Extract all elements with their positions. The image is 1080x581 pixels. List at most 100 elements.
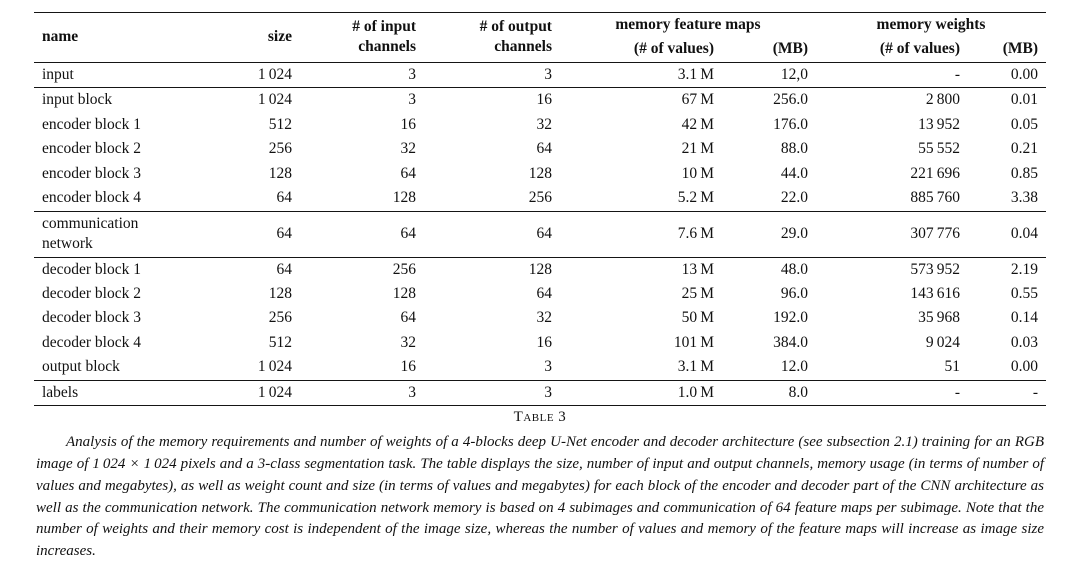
- col-header-fm-mb: (MB): [721, 37, 816, 63]
- table-cell-w_mb: 0.01: [1010, 91, 1038, 109]
- table-row: input block 1 024 3 16 67 M 256.0 2 800 0.01: [34, 88, 1046, 113]
- table-cell-size: 256: [268, 309, 292, 327]
- table-cell-fm_mb: 22.0: [780, 189, 808, 207]
- table-cell-out_ch: 3: [423, 379, 560, 407]
- table-cell-w_mb: 0.05: [1010, 115, 1038, 133]
- table-cell-in_ch: 128: [392, 284, 416, 302]
- col-header-name: name: [33, 12, 216, 63]
- table-cell-fm_mb: 256.0: [773, 91, 808, 109]
- table-cell-fm_mb: 8.0: [721, 379, 816, 407]
- table-cell-w_values: 13 952: [918, 115, 960, 133]
- table-cell-w_mb: 0.03: [1010, 333, 1038, 351]
- table-cell-w_values: 51: [944, 358, 961, 376]
- header-row-1: name size # of input channels # of outpu…: [33, 12, 1046, 63]
- col-header-output-channels: # of output channels: [423, 12, 560, 63]
- table-caption-text: Analysis of the memory requirements and …: [36, 434, 1044, 559]
- table-cell-in_ch: 3: [408, 91, 416, 109]
- table-cell-w_mb: 0.55: [1010, 284, 1038, 302]
- table-cell-w_mb: 3.38: [1010, 189, 1038, 207]
- table-cell-fm_values: 25 M: [681, 284, 714, 302]
- table-cell-name: decoder block 3: [41, 309, 141, 327]
- table-cell-w_mb: 0.14: [1010, 309, 1038, 327]
- table-cell-in_ch: 3: [299, 379, 424, 407]
- table-cell-in_ch: 64: [400, 309, 416, 327]
- table-cell-fm_values: 101 M: [673, 333, 714, 351]
- col-header-size: size: [215, 12, 300, 63]
- table-cell-out_ch: 256: [528, 189, 552, 207]
- table-cell-name: encoder block 1: [41, 115, 141, 133]
- table-cell-w_mb: 0.00: [1010, 358, 1038, 376]
- table-cell-size: 64: [276, 189, 292, 207]
- memory-table: name size # of input channels # of outpu…: [33, 12, 1046, 407]
- col-header-w-mb: (MB): [968, 37, 1046, 63]
- table-row: communication network 64 64 64 7.6 M 29.0 307 …: [33, 210, 1046, 258]
- table-cell-fm_mb: 12,0: [721, 62, 816, 89]
- table-cell-out_ch: 32: [536, 115, 552, 133]
- table-row: encoder block 2 256 32 64 21 M 88.0 55 552 0.21: [34, 137, 1046, 161]
- table-cell-w_values: 307 776: [816, 210, 968, 258]
- table-cell-size: 256: [268, 140, 292, 158]
- table-cell-out_ch: 3: [544, 358, 552, 376]
- table-cell-fm_mb: 12.0: [780, 358, 808, 376]
- table-cell-size: 1 024: [257, 91, 292, 109]
- table-cell-fm_mb: 96.0: [780, 284, 808, 302]
- table-cell-fm_mb: 44.0: [780, 164, 808, 182]
- table-cell-fm_mb: 384.0: [773, 333, 808, 351]
- table-cell-name: communication network: [33, 210, 216, 258]
- table-cell-name: input: [33, 62, 216, 89]
- table-cell-name: encoder block 4: [41, 189, 141, 207]
- table-cell-out_ch: 128: [528, 260, 552, 278]
- table-cell-out_ch: 32: [536, 309, 552, 327]
- table-cell-w_values: 2 800: [925, 91, 960, 109]
- table-row: decoder block 1 64 256 128 13 M 48.0 573 952 2.…: [34, 257, 1046, 282]
- table-body: input 1 024 3 3 3.1 M 12,0-0.00 input block 1 0…: [33, 62, 1046, 407]
- table-cell-out_ch: 3: [423, 62, 560, 89]
- table-cell-fm_values: 21 M: [681, 140, 714, 158]
- table-cell-fm_mb: 88.0: [780, 140, 808, 158]
- table-cell-w_values: 35 968: [918, 309, 960, 327]
- table-cell-in_ch: 16: [400, 115, 416, 133]
- table-row: input 1 024 3 3 3.1 M 12,0-0.00: [33, 62, 1046, 89]
- table-cell-name: labels: [33, 379, 216, 407]
- table-cell-out_ch: 64: [423, 210, 560, 258]
- table-row: encoder block 4 64 128 256 5.2 M 22.0 885 760 3…: [34, 186, 1046, 211]
- table-cell-out_ch: 16: [536, 91, 552, 109]
- table-cell-fm_mb: 48.0: [780, 260, 808, 278]
- table-cell-size: 128: [268, 284, 292, 302]
- table-cell-w_mb: 2.19: [1010, 260, 1038, 278]
- table-row: output block 1 024 16 3 3.1 M 12.0 51 0.00: [34, 355, 1046, 380]
- table-cell-in_ch: 16: [400, 358, 416, 376]
- table-cell-w_values: 221 696: [910, 164, 960, 182]
- table-cell-out_ch: 64: [536, 140, 552, 158]
- table-row: decoder block 2 128 128 64 25 M 96.0 143 616 0.…: [34, 282, 1046, 306]
- table-cell-fm_mb: 192.0: [773, 309, 808, 327]
- table-cell-w_values: 573 952: [910, 260, 960, 278]
- table-cell-w_values: -: [816, 379, 968, 407]
- table-caption-label: Table 3: [513, 409, 567, 426]
- table-cell-out_ch: 64: [536, 284, 552, 302]
- col-header-w-values: (# of values): [816, 37, 968, 63]
- table-cell-fm_values: 5.2 M: [677, 189, 714, 207]
- table-cell-size: 1 024: [215, 379, 300, 407]
- table-cell-w_values: 55 552: [918, 140, 960, 158]
- table-cell-out_ch: 16: [536, 333, 552, 351]
- table-cell-in_ch: 128: [392, 189, 416, 207]
- table-cell-fm_values: 13 M: [681, 260, 714, 278]
- table-cell-name: encoder block 2: [41, 140, 141, 158]
- table-cell-size: 128: [268, 164, 292, 182]
- table-row: encoder block 3 128 64 128 10 M 44.0 221 696 0.…: [34, 162, 1046, 186]
- table-cell-name: decoder block 2: [41, 284, 141, 302]
- table-cell-fm_values: 1.0 M: [559, 379, 722, 407]
- table-cell-fm_values: 67 M: [681, 91, 714, 109]
- table-cell-fm_mb: 29.0: [721, 210, 816, 258]
- table-cell-fm_mb: 176.0: [773, 115, 808, 133]
- table-row: encoder block 1 512 16 32 42 M 176.0 13 952 0.0…: [34, 113, 1046, 137]
- col-header-fm-values: (# of values): [559, 37, 722, 63]
- table-cell-size: 64: [276, 260, 292, 278]
- table-cell-name: encoder block 3: [41, 164, 141, 182]
- col-header-input-channels: # of input channels: [299, 12, 424, 63]
- table-cell-size: 512: [268, 333, 292, 351]
- table-cell-in_ch: 3: [299, 62, 424, 89]
- table-cell-w_values: 885 760: [910, 189, 960, 207]
- table-cell-w_mb: 0.21: [1010, 140, 1038, 158]
